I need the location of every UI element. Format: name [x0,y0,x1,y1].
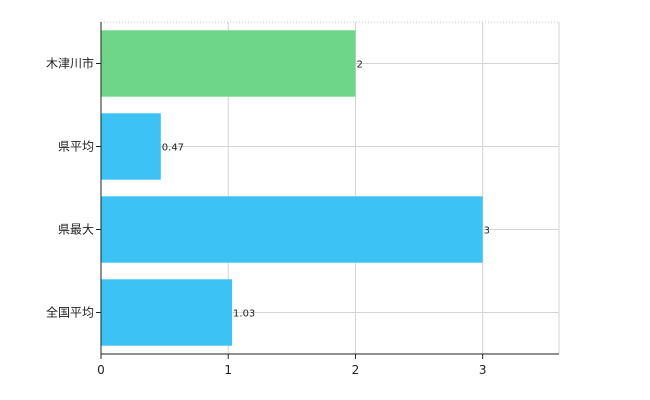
x-tick-label: 3 [479,363,487,377]
x-tick-label: 0 [97,363,105,377]
axes [96,22,559,359]
y-tick-label: 県平均 [58,140,94,154]
bar [101,30,356,97]
bar [101,196,483,263]
x-tick-label: 2 [352,363,360,377]
data-label: 3 [484,226,490,237]
bars [101,30,483,346]
x-tick-label: 1 [224,363,232,377]
data-label: 1.03 [233,309,255,320]
y-tick-label: 木津川市 [46,56,94,71]
y-tick-label: 県最大 [58,223,94,237]
y-tick-label: 全国平均 [46,305,94,320]
bar [101,279,233,346]
data-label: 2 [356,60,362,71]
bar [101,113,161,180]
data-label: 0.47 [162,143,184,154]
